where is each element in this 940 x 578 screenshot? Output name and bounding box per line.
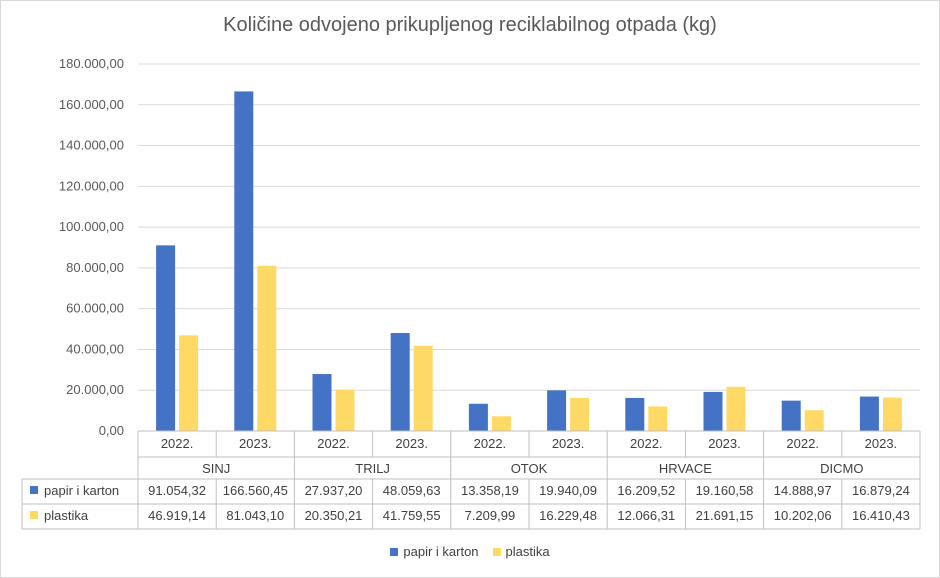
y-tick-label: 180.000,00 <box>59 56 124 71</box>
bar-papir <box>312 374 332 431</box>
table-legend-key <box>30 486 38 494</box>
bar-papir <box>625 397 645 431</box>
table-cell-value: 81.043,10 <box>226 508 284 523</box>
y-tick-label: 80.000,00 <box>66 260 124 275</box>
y-tick-label: 60.000,00 <box>66 301 124 316</box>
x-tick-group: DICMO <box>820 461 863 476</box>
bar-papir <box>234 91 254 432</box>
x-tick-group: SINJ <box>202 461 230 476</box>
bar-plastika <box>491 416 511 431</box>
legend: papir i karton plastika <box>0 544 940 559</box>
table-cell-value: 13.358,19 <box>461 483 519 498</box>
x-tick-year: 2023. <box>708 436 741 451</box>
bar-plastika <box>413 345 433 431</box>
bar-plastika <box>882 397 902 431</box>
x-tick-year: 2023. <box>865 436 898 451</box>
x-tick-year: 2023. <box>552 436 585 451</box>
y-tick-label: 100.000,00 <box>59 219 124 234</box>
chart-title: Količine odvojeno prikupljenog reciklabi… <box>223 14 717 36</box>
legend-swatch-plastika <box>492 547 501 556</box>
table-cell-value: 21.691,15 <box>696 508 754 523</box>
bar-papir <box>390 333 410 431</box>
legend-label-papir: papir i karton <box>403 544 479 559</box>
table-legend-key <box>30 511 38 519</box>
y-tick-label: 140.000,00 <box>59 138 124 153</box>
legend-item-papir: papir i karton <box>390 544 479 559</box>
table-cell-value: 7.209,99 <box>465 508 516 523</box>
bar-plastika <box>335 389 355 431</box>
bar-papir <box>781 400 801 431</box>
y-tick-label: 0,00 <box>99 423 124 438</box>
bar-papir <box>703 391 723 431</box>
bar-plastika <box>257 265 277 431</box>
x-tick-group: TRILJ <box>355 461 390 476</box>
legend-item-plastika: plastika <box>492 544 550 559</box>
legend-swatch-papir <box>390 547 399 556</box>
table-cell-value: 16.879,24 <box>852 483 910 498</box>
table-cell-value: 91.054,32 <box>148 483 206 498</box>
y-tick-label: 40.000,00 <box>66 341 124 356</box>
x-tick-year: 2022. <box>786 436 819 451</box>
table-cell-value: 19.940,09 <box>539 483 597 498</box>
legend-label-plastika: plastika <box>505 544 550 559</box>
y-tick-label: 160.000,00 <box>59 97 124 112</box>
x-tick-year: 2022. <box>474 436 507 451</box>
table-cell-value: 46.919,14 <box>148 508 206 523</box>
x-tick-group: HRVACE <box>659 461 712 476</box>
table-cell-value: 14.888,97 <box>774 483 832 498</box>
table-series-name: papir i karton <box>44 483 119 498</box>
x-tick-group: OTOK <box>511 461 548 476</box>
bar-plastika <box>648 406 668 431</box>
bar-plastika <box>570 397 590 431</box>
table-cell-value: 16.410,43 <box>852 508 910 523</box>
table-cell-value: 16.209,52 <box>617 483 675 498</box>
bar-papir <box>468 403 488 431</box>
bar-papir <box>859 396 879 431</box>
table-cell-value: 19.160,58 <box>696 483 754 498</box>
x-tick-year: 2023. <box>395 436 428 451</box>
table-cell-value: 41.759,55 <box>383 508 441 523</box>
x-tick-year: 2022. <box>630 436 663 451</box>
bar-plastika <box>804 410 824 431</box>
y-tick-label: 120.000,00 <box>59 178 124 193</box>
table-cell-value: 20.350,21 <box>305 508 363 523</box>
bar-plastika <box>726 386 746 431</box>
y-tick-label: 20.000,00 <box>66 382 124 397</box>
x-tick-year: 2023. <box>239 436 272 451</box>
x-tick-year: 2022. <box>317 436 350 451</box>
bar-papir <box>547 390 567 431</box>
table-cell-value: 166.560,45 <box>223 483 288 498</box>
x-tick-year: 2022. <box>161 436 194 451</box>
table-cell-value: 10.202,06 <box>774 508 832 523</box>
table-cell-value: 48.059,63 <box>383 483 441 498</box>
table-cell-value: 27.937,20 <box>305 483 363 498</box>
bar-plastika <box>179 335 199 431</box>
table-cell-value: 16.229,48 <box>539 508 597 523</box>
table-series-name: plastika <box>44 508 89 523</box>
bar-papir <box>156 245 176 431</box>
table-cell-value: 12.066,31 <box>617 508 675 523</box>
